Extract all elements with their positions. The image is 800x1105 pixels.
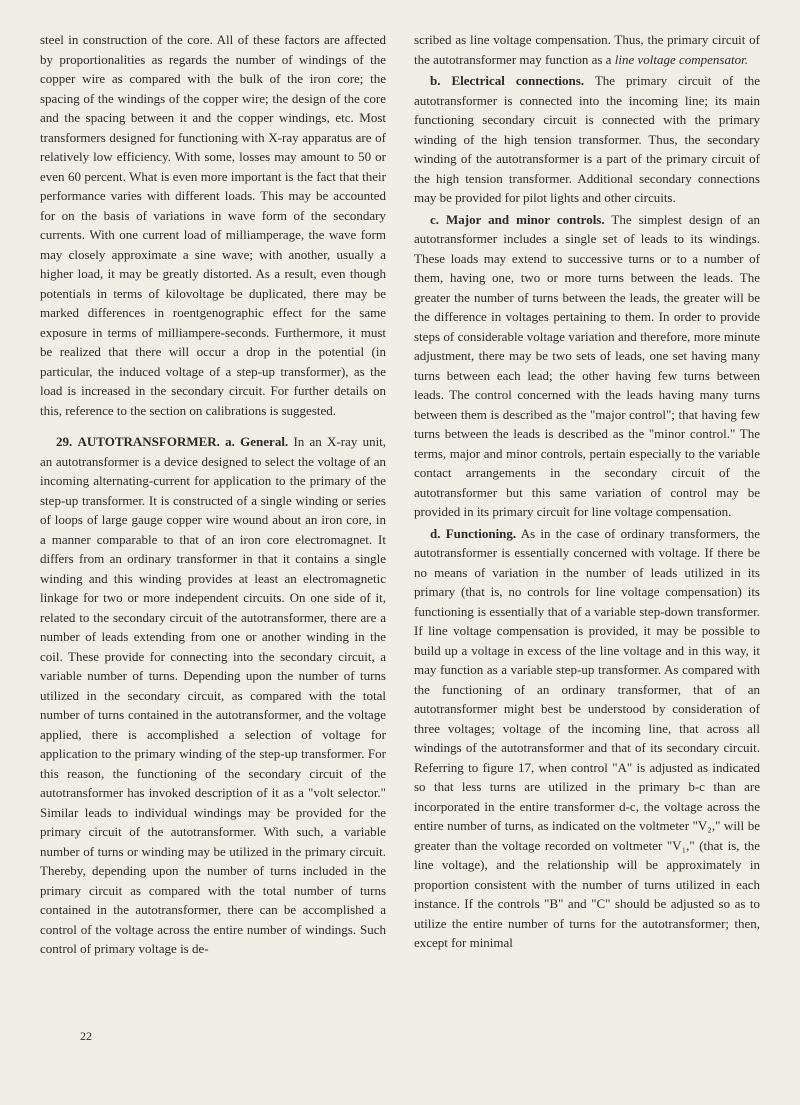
italic-term: line voltage compensator. — [615, 52, 748, 67]
subsection-label-b: b. Electrical connections. — [430, 73, 584, 88]
page-content: steel in construction of the core. All o… — [40, 30, 760, 1075]
paragraph-b: b. Electrical connections. The primary c… — [414, 71, 760, 208]
paragraph-continuation-right: scribed as line voltage compensation. Th… — [414, 30, 760, 69]
section-title: AUTOTRANSFORMER. — [78, 434, 220, 449]
page-number: 22 — [80, 1027, 92, 1045]
paragraph-c: c. Major and minor controls. The simples… — [414, 210, 760, 522]
left-column: steel in construction of the core. All o… — [40, 30, 386, 1075]
paragraph-body: The primary circuit of the autotransform… — [414, 73, 760, 205]
paragraph-body: As in the case of ordinary transformers,… — [414, 526, 760, 951]
paragraph-d: d. Functioning. As in the case of ordina… — [414, 524, 760, 953]
paragraph-continuation: steel in construction of the core. All o… — [40, 30, 386, 420]
paragraph-body: The simplest design of an autotransforme… — [414, 212, 760, 520]
paragraph-body: In an X-ray unit, an autotransformer is … — [40, 434, 386, 956]
section-number: 29. — [56, 434, 72, 449]
paragraph-section-29: 29. AUTOTRANSFORMER. a. General. In an X… — [40, 432, 386, 959]
right-column: scribed as line voltage compensation. Th… — [414, 30, 760, 1075]
subsection-label-d: d. Functioning. — [430, 526, 516, 541]
subsection-label-c: c. Major and minor controls. — [430, 212, 605, 227]
subsection-label-a: a. General. — [225, 434, 288, 449]
